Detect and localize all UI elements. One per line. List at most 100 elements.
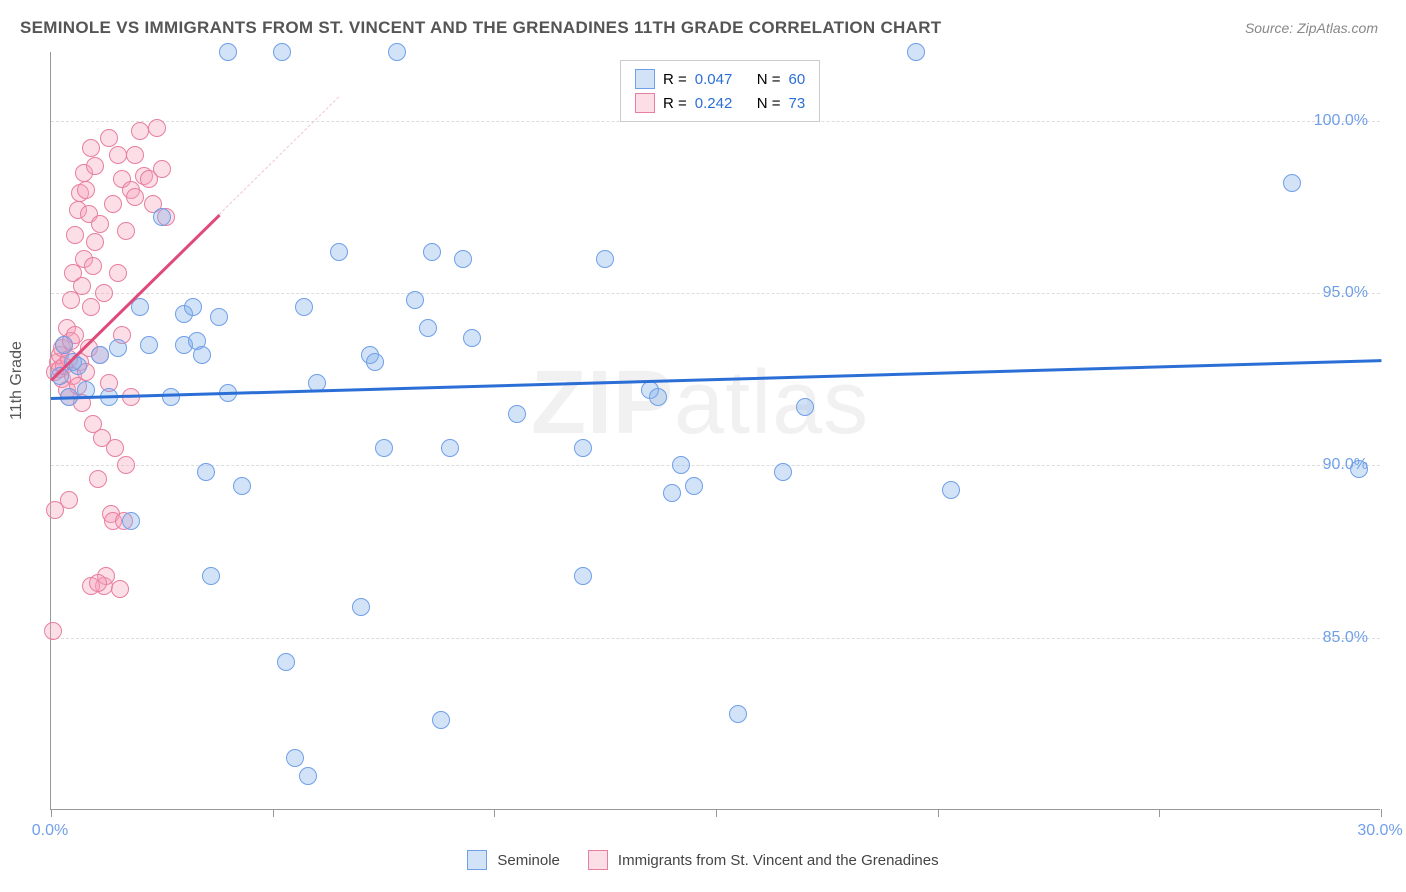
seminole-point [162, 388, 180, 406]
seminole-point [729, 705, 747, 723]
immigrants-point [109, 264, 127, 282]
seminole-point [286, 749, 304, 767]
immigrants-point [111, 580, 129, 598]
seminole-point [122, 512, 140, 530]
seminole-point [574, 439, 592, 457]
legend-row-immigrants: R = 0.242 N = 73 [635, 91, 805, 115]
immigrants-point [84, 257, 102, 275]
seminole-point [219, 43, 237, 61]
n-value-seminole: 60 [789, 71, 806, 88]
r-value-seminole: 0.047 [695, 71, 749, 88]
seminole-point [388, 43, 406, 61]
seminole-trendline [51, 359, 1381, 399]
seminole-point [672, 456, 690, 474]
seminole-point [649, 388, 667, 406]
seminole-point [508, 405, 526, 423]
seminole-point [91, 346, 109, 364]
seminole-point [574, 567, 592, 585]
immigrants-point [117, 456, 135, 474]
immigrants-trend-dash [219, 97, 339, 215]
seminole-point [663, 484, 681, 502]
seminole-point [942, 481, 960, 499]
immigrants-point [86, 233, 104, 251]
n-label: N = [757, 71, 781, 88]
seminole-point [907, 43, 925, 61]
x-tick [1381, 809, 1382, 817]
seminole-point [55, 336, 73, 354]
seminole-swatch [635, 69, 655, 89]
immigrants-label: Immigrants from St. Vincent and the Gren… [618, 852, 939, 869]
immigrants-point [73, 277, 91, 295]
source-label: Source: ZipAtlas.com [1245, 20, 1378, 36]
seminole-point [596, 250, 614, 268]
immigrants-point [91, 215, 109, 233]
immigrants-point [117, 222, 135, 240]
seminole-point [366, 353, 384, 371]
seminole-point [153, 208, 171, 226]
x-tick [716, 809, 717, 817]
series-legend: Seminole Immigrants from St. Vincent and… [0, 850, 1406, 870]
seminole-point [295, 298, 313, 316]
seminole-point [193, 346, 211, 364]
immigrants-point [77, 181, 95, 199]
seminole-point [432, 711, 450, 729]
seminole-point [419, 319, 437, 337]
immigrants-point [82, 298, 100, 316]
seminole-label: Seminole [497, 852, 560, 869]
seminole-point [277, 653, 295, 671]
scatter-plot-area: ZIPatlas 85.0%90.0%95.0%100.0% [50, 52, 1380, 810]
immigrants-point [89, 574, 107, 592]
seminole-point [197, 463, 215, 481]
gridline [51, 638, 1380, 639]
gridline [51, 465, 1380, 466]
seminole-point [299, 767, 317, 785]
immigrants-point [153, 160, 171, 178]
x-tick [51, 809, 52, 817]
x-tick [1159, 809, 1160, 817]
seminole-point [273, 43, 291, 61]
seminole-point [233, 477, 251, 495]
seminole-point [210, 308, 228, 326]
immigrants-point [100, 129, 118, 147]
immigrants-point [106, 439, 124, 457]
immigrants-point [148, 119, 166, 137]
y-tick-label: 100.0% [1314, 112, 1368, 130]
immigrants-point [95, 284, 113, 302]
n-value-immigrants: 73 [789, 95, 806, 112]
immigrants-swatch [635, 93, 655, 113]
immigrants-point [89, 470, 107, 488]
y-tick-label: 85.0% [1323, 629, 1368, 647]
r-label: R = [663, 95, 687, 112]
seminole-point [774, 463, 792, 481]
seminole-point [330, 243, 348, 261]
seminole-swatch [467, 850, 487, 870]
seminole-point [1283, 174, 1301, 192]
immigrants-point [126, 146, 144, 164]
seminole-point [796, 398, 814, 416]
seminole-point [406, 291, 424, 309]
immigrants-point [66, 226, 84, 244]
seminole-point [202, 567, 220, 585]
seminole-point [441, 439, 459, 457]
immigrants-point [104, 195, 122, 213]
x-tick [494, 809, 495, 817]
correlation-legend: R = 0.047 N = 60 R = 0.242 N = 73 [620, 60, 820, 122]
legend-row-seminole: R = 0.047 N = 60 [635, 67, 805, 91]
immigrants-point [109, 146, 127, 164]
x-tick-label: 0.0% [32, 822, 68, 840]
seminole-point [1350, 460, 1368, 478]
immigrants-point [86, 157, 104, 175]
immigrants-point [126, 188, 144, 206]
seminole-point [140, 336, 158, 354]
x-tick [273, 809, 274, 817]
seminole-point [463, 329, 481, 347]
immigrants-swatch [588, 850, 608, 870]
y-axis-label: 11th Grade [8, 341, 26, 420]
seminole-point [423, 243, 441, 261]
r-value-immigrants: 0.242 [695, 95, 749, 112]
seminole-point [352, 598, 370, 616]
immigrants-point [60, 491, 78, 509]
seminole-point [184, 298, 202, 316]
immigrants-point [131, 122, 149, 140]
seminole-point [375, 439, 393, 457]
